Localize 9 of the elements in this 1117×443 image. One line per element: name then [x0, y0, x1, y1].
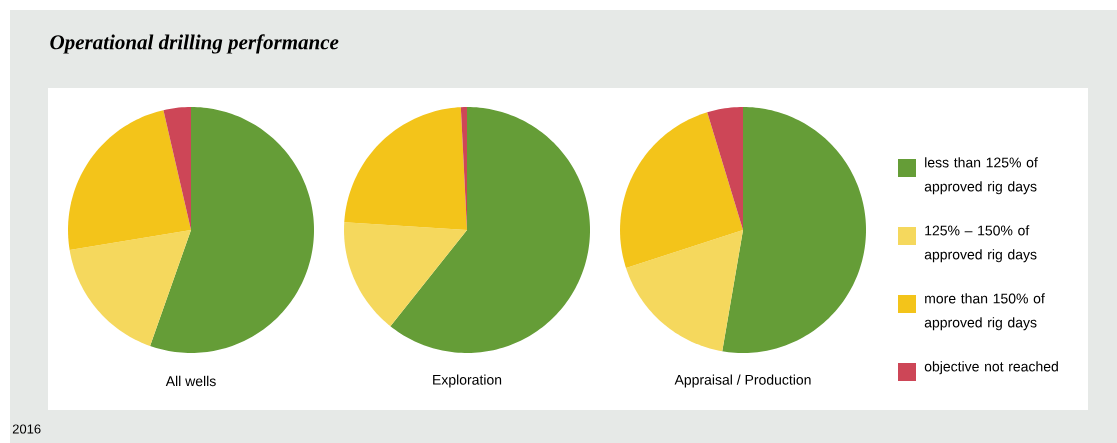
slice-label: Exploration — [433, 374, 502, 388]
legend-label: more than 150% of approved rig days — [924, 293, 1045, 331]
legend-label: objective not reached — [924, 361, 1058, 375]
slice-label: Appraisal / Production — [674, 374, 811, 388]
chart-title: Operational drilling performance — [50, 34, 339, 54]
legend-label: less than 125% of approved rig days — [924, 157, 1038, 195]
slice-label: All wells — [165, 375, 216, 387]
legend-label: 125% – 150% of approved rig days — [924, 225, 1037, 263]
text: 2016 — [12, 424, 41, 434]
